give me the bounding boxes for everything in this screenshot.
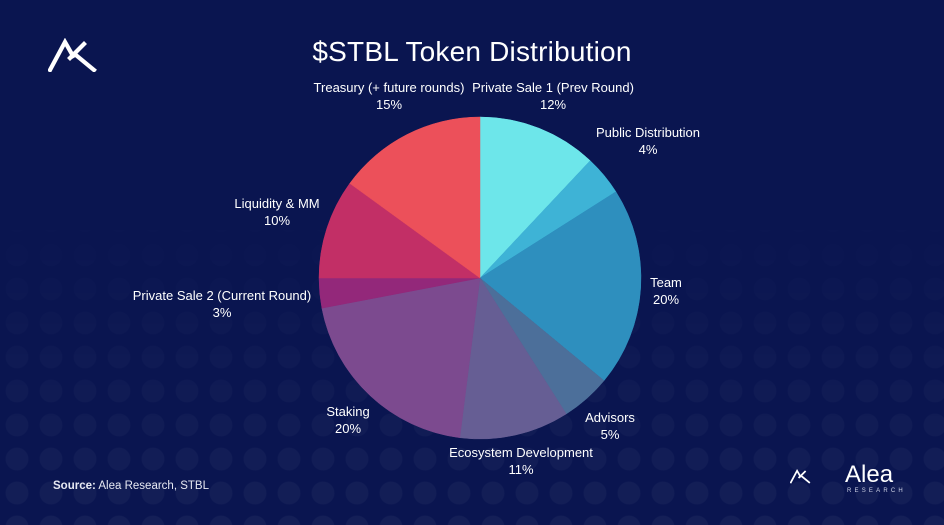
- slice-value-label-8: 10%: [264, 213, 290, 228]
- slice-value-label-2: 4%: [639, 142, 658, 157]
- slice-label-5: Ecosystem Development: [449, 445, 593, 460]
- source-text: Alea Research, STBL: [98, 480, 209, 492]
- pie-slice-3: [479, 191, 642, 381]
- slice-value-label-6: 20%: [335, 421, 361, 436]
- slice-value-label-4: 5%: [601, 427, 620, 442]
- pie-slice-6: [321, 277, 481, 439]
- alea-logo-icon: [48, 38, 97, 72]
- slice-label-2: Public Distribution: [596, 125, 700, 140]
- slice-label-3: Team: [650, 275, 682, 290]
- pie-slice-5: [459, 277, 567, 440]
- slice-value-label-5: 11%: [508, 462, 533, 477]
- source-note: Source: Alea Research, STBL: [53, 480, 209, 492]
- brand-subtitle: RESEARCH: [847, 488, 906, 494]
- pie-slice-8: [318, 183, 481, 279]
- pie-slice-9: [349, 116, 481, 279]
- slice-label-4: Advisors: [585, 410, 635, 425]
- slice-label-9: Treasury (+ future rounds): [314, 80, 465, 95]
- slice-label-6: Staking: [326, 404, 369, 419]
- alea-brand-icon: [790, 468, 811, 484]
- slice-value-label-9: 15%: [376, 97, 402, 112]
- chart-title: $STBL Token Distribution: [312, 36, 632, 67]
- pie-slice-1: [479, 116, 591, 279]
- slice-label-1: Private Sale 1 (Prev Round): [472, 80, 634, 95]
- slice-value-label-7: 3%: [213, 305, 232, 320]
- brand-name: Alea: [845, 461, 894, 488]
- slice-label-8: Liquidity & MM: [234, 196, 319, 211]
- slice-value-label-1: 12%: [540, 97, 566, 112]
- slice-value-label-3: 20%: [653, 292, 679, 307]
- slice-label-7: Private Sale 2 (Current Round): [133, 288, 311, 303]
- source-prefix: Source:: [53, 480, 96, 492]
